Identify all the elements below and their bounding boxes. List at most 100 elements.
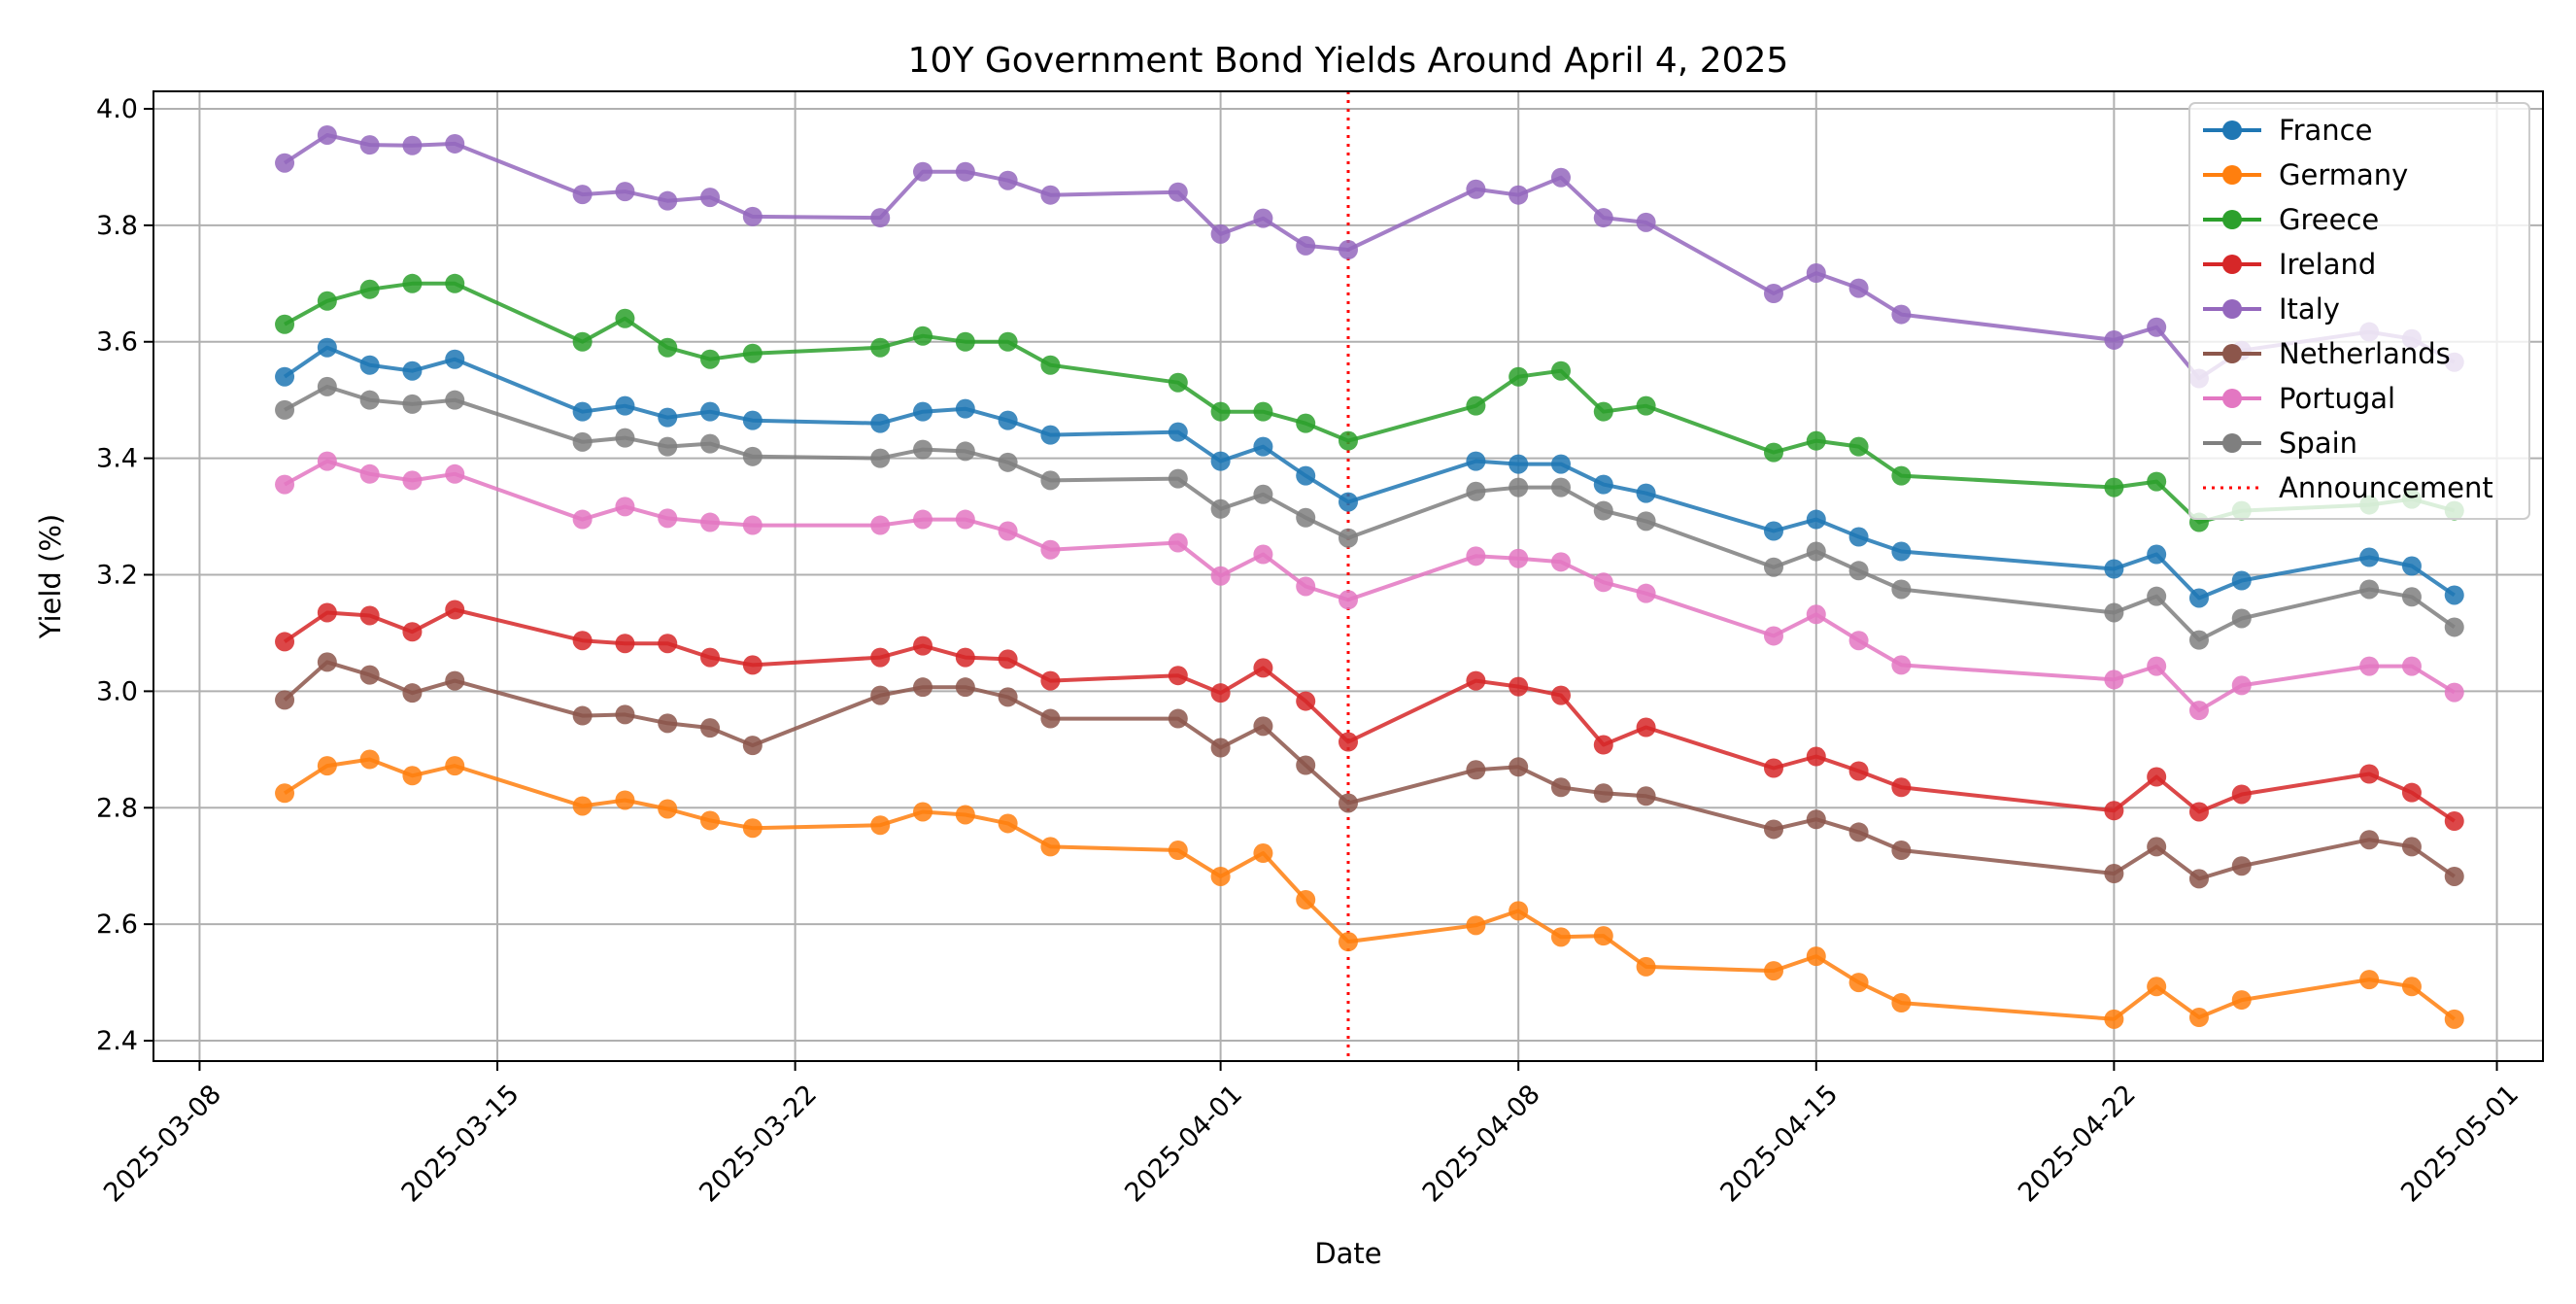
data-point xyxy=(1296,465,1316,486)
data-point xyxy=(615,497,635,517)
legend-marker xyxy=(2222,165,2242,185)
data-point xyxy=(2359,656,2380,676)
data-point xyxy=(913,401,933,422)
data-point xyxy=(1168,372,1188,393)
data-point xyxy=(615,790,635,810)
data-point xyxy=(2104,477,2124,498)
data-point xyxy=(913,677,933,698)
data-point xyxy=(870,515,891,535)
legend-label: Ireland xyxy=(2279,248,2376,281)
data-point xyxy=(1253,843,1273,864)
data-point xyxy=(742,206,763,226)
data-point xyxy=(615,704,635,725)
data-point xyxy=(1508,757,1529,777)
data-point xyxy=(1296,691,1316,711)
data-point xyxy=(742,655,763,675)
data-point xyxy=(402,394,423,414)
data-point xyxy=(2104,863,2124,883)
data-point xyxy=(2104,801,2124,821)
data-point xyxy=(1508,185,1529,205)
data-point xyxy=(1466,760,1486,780)
data-point xyxy=(445,463,465,484)
data-point xyxy=(572,631,593,651)
data-point xyxy=(955,441,975,462)
data-point xyxy=(1508,477,1529,498)
data-point xyxy=(359,605,380,626)
data-point xyxy=(1550,777,1571,798)
data-point xyxy=(1168,532,1188,553)
legend-item-spain: Spain xyxy=(2203,427,2357,460)
data-point xyxy=(1296,576,1316,597)
data-point xyxy=(317,337,337,358)
data-point xyxy=(1040,539,1061,560)
data-point xyxy=(1339,793,1358,813)
data-point xyxy=(742,818,763,839)
data-point xyxy=(1593,401,1613,422)
data-point xyxy=(1339,528,1358,548)
data-point xyxy=(1848,631,1869,651)
data-point xyxy=(2444,1009,2464,1029)
y-tick-label: 3.4 xyxy=(96,444,138,474)
data-point xyxy=(955,677,975,698)
data-point xyxy=(1040,355,1061,375)
data-point xyxy=(615,634,635,654)
data-point xyxy=(1593,926,1613,946)
data-point xyxy=(1593,208,1613,228)
legend-label: Germany xyxy=(2279,158,2408,191)
legend-marker xyxy=(2222,389,2242,408)
data-point xyxy=(913,326,933,346)
data-point xyxy=(402,135,423,155)
data-point xyxy=(658,799,678,819)
data-point xyxy=(2188,1008,2209,1028)
data-point xyxy=(2231,570,2252,591)
data-point xyxy=(1636,483,1656,503)
series-spain xyxy=(275,376,2464,650)
data-point xyxy=(1891,541,1912,562)
data-point xyxy=(402,683,423,703)
data-point xyxy=(2231,784,2252,805)
data-point xyxy=(1253,484,1273,504)
data-point xyxy=(317,291,337,311)
y-tick-label: 3.0 xyxy=(96,676,138,706)
data-point xyxy=(1763,758,1783,778)
data-point xyxy=(1848,761,1869,781)
data-point xyxy=(1848,973,1869,993)
data-point xyxy=(742,515,763,535)
data-point xyxy=(2231,608,2252,629)
data-point xyxy=(1466,915,1486,936)
data-point xyxy=(317,376,337,396)
legend-marker xyxy=(2222,433,2242,453)
data-point xyxy=(1891,304,1912,325)
data-point xyxy=(1806,946,1826,967)
series-netherlands xyxy=(275,652,2464,889)
data-point xyxy=(275,690,295,710)
legend-marker xyxy=(2222,120,2242,140)
data-point xyxy=(1466,670,1486,691)
legend-item-greece: Greece xyxy=(2203,203,2379,236)
data-point xyxy=(1253,658,1273,678)
data-point xyxy=(870,647,891,668)
data-point xyxy=(1210,738,1231,758)
data-point xyxy=(1296,507,1316,528)
data-point xyxy=(1040,470,1061,491)
data-point xyxy=(1339,492,1358,512)
data-point xyxy=(1891,655,1912,675)
data-point xyxy=(2147,767,2167,787)
data-point xyxy=(2359,970,2380,990)
data-point xyxy=(1210,566,1231,586)
data-point xyxy=(1253,208,1273,228)
data-point xyxy=(870,413,891,433)
data-point xyxy=(913,802,933,822)
data-point xyxy=(2147,544,2167,565)
legend-marker xyxy=(2222,210,2242,229)
data-point xyxy=(1636,212,1656,232)
data-point xyxy=(1040,708,1061,729)
data-point xyxy=(275,366,295,387)
data-point xyxy=(572,331,593,352)
data-point xyxy=(275,474,295,495)
data-point xyxy=(1636,511,1656,532)
data-point xyxy=(700,349,721,369)
data-point xyxy=(445,670,465,691)
